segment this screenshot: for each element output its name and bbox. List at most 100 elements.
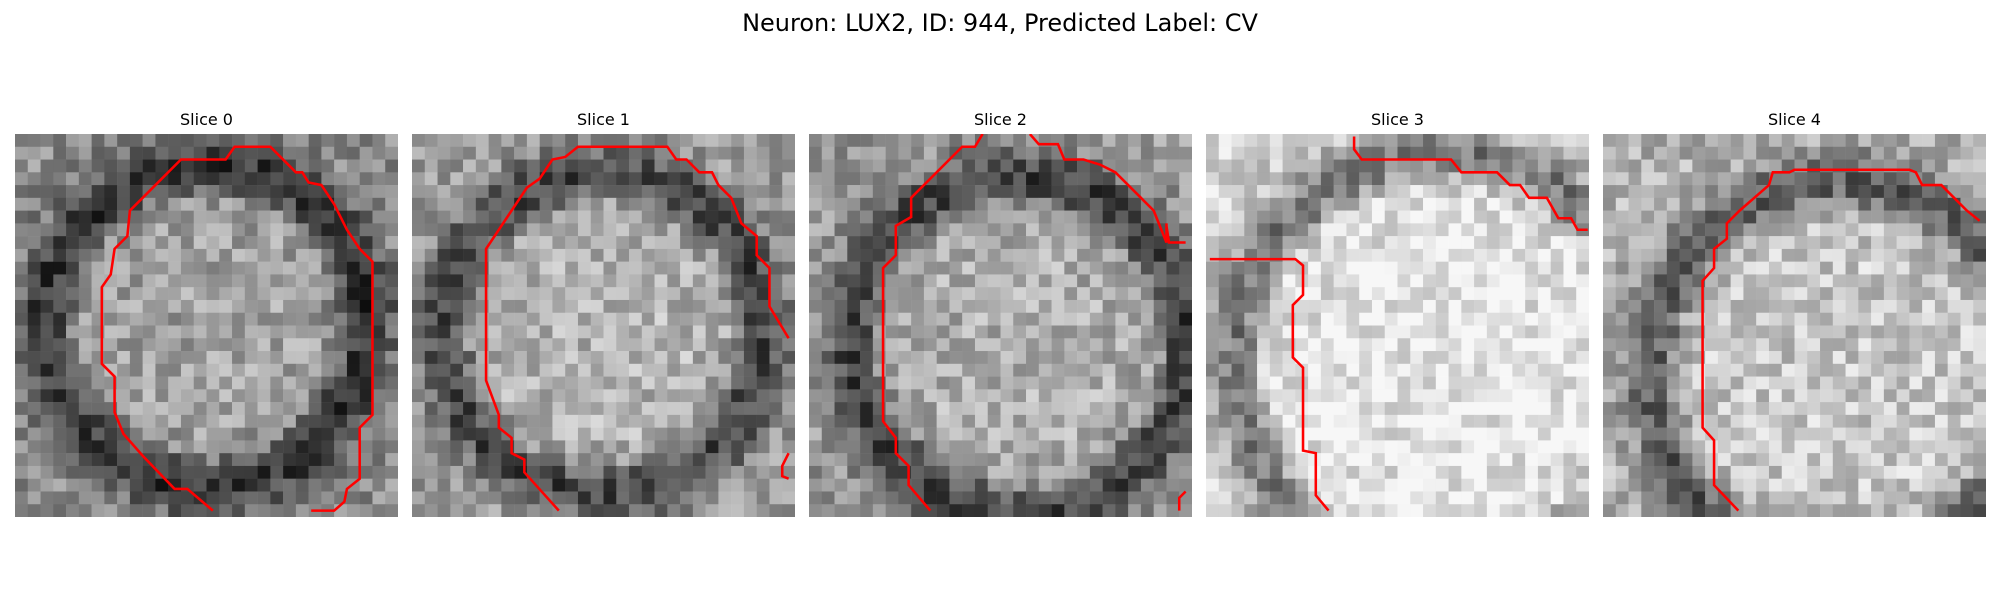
- image-pixel: [706, 504, 719, 517]
- image-pixel: [975, 338, 988, 351]
- image-pixel: [1128, 389, 1141, 402]
- image-pixel: [937, 185, 950, 198]
- image-pixel: [207, 287, 220, 300]
- image-pixel: [1769, 249, 1782, 262]
- image-pixel: [232, 440, 245, 453]
- image-pixel: [1001, 160, 1014, 173]
- image-pixel: [1013, 172, 1026, 185]
- image-pixel: [28, 453, 41, 466]
- image-pixel: [347, 262, 360, 275]
- image-pixel: [1449, 147, 1462, 160]
- image-pixel: [1948, 326, 1961, 339]
- image-pixel: [1077, 223, 1090, 236]
- image-pixel: [962, 262, 975, 275]
- image-pixel: [591, 466, 604, 479]
- image-pixel: [489, 262, 502, 275]
- image-pixel: [1782, 172, 1795, 185]
- image-pixel: [425, 223, 438, 236]
- image-pixel: [1782, 415, 1795, 428]
- image-pixel: [1743, 428, 1756, 441]
- image-pixel: [1782, 287, 1795, 300]
- image-pixel: [629, 351, 642, 364]
- image-pixel: [1283, 223, 1296, 236]
- image-pixel: [1871, 440, 1884, 453]
- image-pixel: [937, 198, 950, 211]
- image-pixel: [847, 172, 860, 185]
- image-pixel: [1948, 479, 1961, 492]
- image-pixel: [1629, 466, 1642, 479]
- image-pixel: [296, 326, 309, 339]
- image-pixel: [41, 440, 54, 453]
- image-pixel: [1013, 313, 1026, 326]
- image-pixel: [1436, 198, 1449, 211]
- image-pixel: [412, 351, 425, 364]
- image-pixel: [1500, 236, 1513, 249]
- image-pixel: [1398, 249, 1411, 262]
- image-pixel: [1385, 491, 1398, 504]
- image-pixel: [1270, 274, 1283, 287]
- image-pixel: [693, 185, 706, 198]
- image-pixel: [1922, 160, 1935, 173]
- image-pixel: [988, 402, 1001, 415]
- image-pixel: [117, 453, 130, 466]
- image-pixel: [1244, 287, 1257, 300]
- image-pixel: [130, 134, 143, 147]
- image-pixel: [1474, 338, 1487, 351]
- image-pixel: [1654, 262, 1667, 275]
- image-pixel: [822, 236, 835, 249]
- image-pixel: [425, 453, 438, 466]
- image-pixel: [1731, 134, 1744, 147]
- image-pixel: [1654, 147, 1667, 160]
- image-pixel: [1525, 504, 1538, 517]
- image-pixel: [385, 198, 398, 211]
- image-pixel: [1538, 491, 1551, 504]
- image-pixel: [28, 504, 41, 517]
- image-pixel: [41, 389, 54, 402]
- image-pixel: [911, 236, 924, 249]
- image-pixel: [1512, 479, 1525, 492]
- image-pixel: [1334, 326, 1347, 339]
- image-pixel: [1909, 377, 1922, 390]
- image-pixel: [79, 428, 92, 441]
- image-pixel: [232, 377, 245, 390]
- image-pixel: [1795, 415, 1808, 428]
- image-pixel: [949, 415, 962, 428]
- image-pixel: [476, 147, 489, 160]
- image-pixel: [476, 402, 489, 415]
- image-pixel: [1064, 364, 1077, 377]
- image-pixel: [1846, 262, 1859, 275]
- image-pixel: [1769, 300, 1782, 313]
- image-pixel: [1474, 364, 1487, 377]
- image-pixel: [680, 223, 693, 236]
- image-pixel: [847, 466, 860, 479]
- image-pixel: [360, 338, 373, 351]
- image-pixel: [450, 134, 463, 147]
- image-pixel: [924, 249, 937, 262]
- image-pixel: [1359, 440, 1372, 453]
- image-pixel: [744, 236, 757, 249]
- image-pixel: [1115, 223, 1128, 236]
- image-pixel: [1398, 147, 1411, 160]
- image-pixel: [425, 326, 438, 339]
- image-pixel: [1667, 262, 1680, 275]
- image-pixel: [1359, 415, 1372, 428]
- image-pixel: [565, 262, 578, 275]
- image-pixel: [1922, 236, 1935, 249]
- image-pixel: [898, 415, 911, 428]
- image-pixel: [1846, 364, 1859, 377]
- image-pixel: [1871, 402, 1884, 415]
- image-pixel: [1398, 262, 1411, 275]
- image-pixel: [1232, 338, 1245, 351]
- image-pixel: [1423, 377, 1436, 390]
- image-pixel: [1179, 262, 1192, 275]
- image-pixel: [360, 287, 373, 300]
- image-pixel: [207, 223, 220, 236]
- image-pixel: [309, 377, 322, 390]
- image-pixel: [860, 504, 873, 517]
- image-pixel: [1922, 198, 1935, 211]
- image-pixel: [629, 415, 642, 428]
- image-pixel: [527, 236, 540, 249]
- image-pixel: [309, 364, 322, 377]
- image-pixel: [1500, 504, 1513, 517]
- image-pixel: [1616, 160, 1629, 173]
